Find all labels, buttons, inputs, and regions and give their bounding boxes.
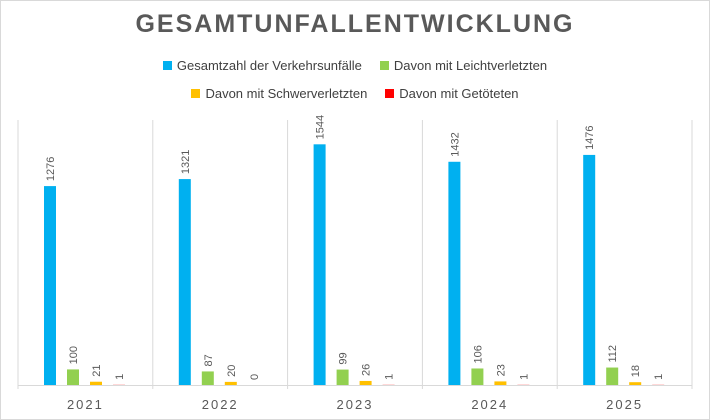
x-tick-label-2024: 2024	[471, 397, 508, 412]
legend-item-schwerverletzte: Davon mit Schwerverletzten	[191, 86, 367, 101]
data-label-2022-series-0: 1321	[180, 150, 192, 174]
data-label-2023-series-1: 99	[338, 352, 350, 364]
bar-2025-series-1	[606, 367, 619, 385]
bar-2025-series-0	[583, 154, 596, 385]
data-label-2023-series-2: 26	[361, 364, 373, 376]
x-tick-label-2022: 2022	[202, 397, 239, 412]
data-label-2022-series-3: 0	[249, 374, 261, 380]
legend-row-1: Gesamtzahl der Verkehrsunfälle Davon mit…	[0, 58, 710, 73]
bar-2022-series-2	[224, 381, 237, 385]
bar-2022-series-1	[201, 371, 214, 385]
legend-label-schwerverletzte: Davon mit Schwerverletzten	[205, 86, 368, 101]
chart-title: GESAMTUNFALLENTWICKLUNG	[135, 10, 575, 38]
bar-2024-series-2	[494, 381, 507, 385]
data-label-2025-series-0: 1476	[584, 125, 596, 149]
bar-2023-series-1	[336, 369, 349, 385]
x-tick-label-2021: 2021	[67, 397, 104, 412]
bar-2021-series-0	[44, 186, 56, 385]
legend-item-gesamtzahl: Gesamtzahl der Verkehrsunfälle	[162, 58, 362, 73]
data-label-2024-series-3: 1	[518, 374, 530, 380]
legend-swatch-schwerverletzte	[191, 89, 201, 98]
data-label-2025-series-2: 18	[630, 365, 642, 377]
bar-2022-series-0	[178, 179, 191, 385]
bar-2021-series-2	[90, 381, 102, 385]
bar-2023-series-2	[359, 380, 372, 385]
bar-2023-series-0	[313, 144, 326, 385]
data-label-2022-series-2: 20	[226, 365, 238, 377]
legend-swatch-leichtverletzte	[379, 61, 389, 70]
data-label-2024-series-0: 1432	[449, 132, 461, 156]
data-label-2024-series-1: 106	[472, 345, 484, 363]
legend-swatch-gesamtzahl	[162, 61, 172, 70]
legend-swatch-getoetete	[385, 89, 395, 98]
x-tick-label-2025: 2025	[606, 397, 643, 412]
bar-2025-series-2	[629, 382, 642, 385]
data-label-2025-series-3: 1	[653, 374, 665, 380]
bar-2024-series-0	[448, 161, 461, 385]
data-label-2023-series-3: 1	[384, 374, 396, 380]
bar-2024-series-1	[471, 368, 484, 385]
legend-label-getoetete: Davon mit Getöteten	[399, 86, 519, 101]
data-label-2021-series-3: 1	[114, 374, 126, 380]
legend-row-2: Davon mit Schwerverletzten Davon mit Get…	[0, 86, 710, 101]
data-label-2025-series-1: 112	[607, 345, 619, 363]
data-label-2021-series-1: 100	[68, 346, 80, 364]
bar-2021-series-1	[67, 369, 79, 385]
x-tick-label-2023: 2023	[337, 397, 374, 412]
data-label-2021-series-2: 21	[91, 364, 103, 376]
data-label-2023-series-0: 1544	[315, 115, 327, 139]
data-label-2022-series-1: 87	[203, 354, 215, 366]
legend-item-getoetete: Davon mit Getöteten	[385, 86, 519, 101]
legend-label-leichtverletzte: Davon mit Leichtverletzten	[393, 58, 548, 73]
legend-label-gesamtzahl: Gesamtzahl der Verkehrsunfälle	[176, 58, 362, 73]
data-label-2021-series-0: 1276	[45, 157, 57, 181]
data-label-2024-series-2: 23	[495, 364, 507, 376]
legend-item-leichtverletzte: Davon mit Leichtverletzten	[379, 58, 548, 73]
